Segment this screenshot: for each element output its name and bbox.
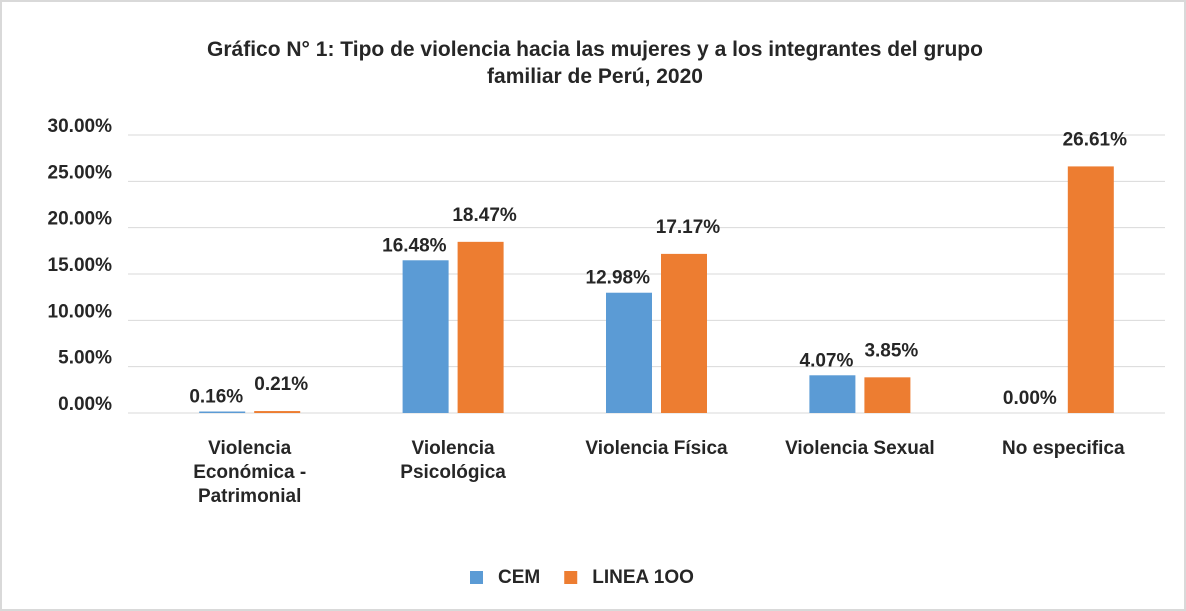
y-tick-label: 25.00% [48,162,113,183]
bar [661,253,707,413]
bar [809,375,856,413]
legend-label: LINEA 1OO [592,567,694,588]
data-label: 4.07% [800,350,854,371]
legend-swatch [564,571,578,584]
data-label: 0.21% [254,374,308,395]
y-tick-label: 0.00% [58,394,112,415]
data-label: 12.98% [586,268,651,289]
bar [199,411,246,413]
y-tick-label: 5.00% [58,348,112,369]
x-tick-label: No especifica [1002,438,1125,459]
data-label: 0.16% [189,387,243,408]
x-tick-label: Violencia Sexual [785,438,935,459]
y-tick-label: 20.00% [48,209,113,230]
bar [402,260,449,413]
x-tick-label: Violencia Psicológica [400,438,506,483]
bar [1067,166,1114,413]
legend-swatch [470,571,483,584]
bar [457,241,504,413]
bar [606,292,652,413]
data-label: 17.17% [656,217,721,238]
data-label: 18.47% [452,205,517,226]
bar [254,411,301,413]
bar [864,377,911,413]
data-label: 16.48% [382,235,447,256]
data-label: 0.00% [1003,388,1057,409]
x-tick-label: Violencia Física [585,438,728,459]
chart-title: Gráfico N° 1: Tipo de violencia hacia la… [207,38,983,88]
data-label: 3.85% [864,340,918,361]
data-label: 26.61% [1063,129,1128,150]
y-tick-label: 10.00% [48,301,113,322]
y-tick-label: 15.00% [48,255,113,276]
x-tick-label: Violencia Económica - Patrimonial [193,438,307,507]
legend-label: CEM [498,567,540,588]
y-tick-label: 30.00% [48,116,113,137]
